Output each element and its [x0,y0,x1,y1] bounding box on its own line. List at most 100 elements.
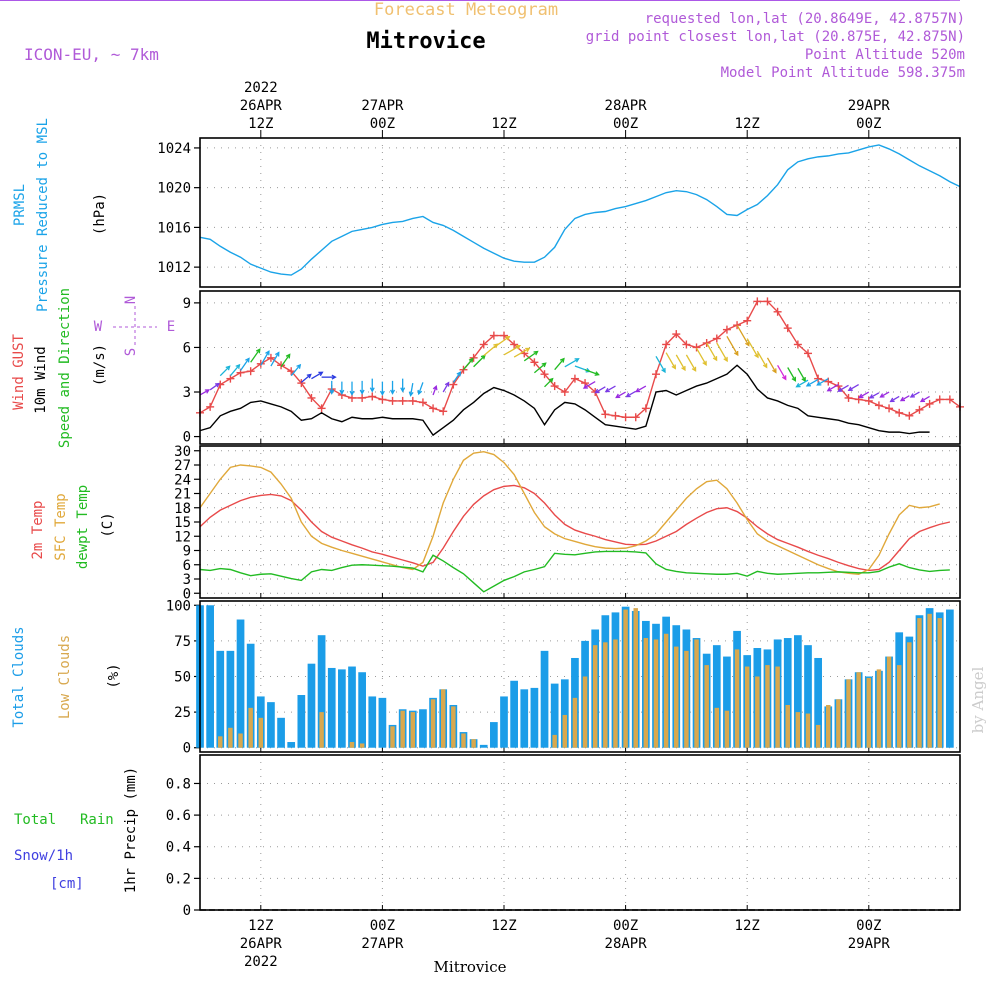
wind-arrow [523,350,538,362]
wind-arrowhead [805,382,811,387]
low-cloud-bar [218,736,223,748]
total-cloud-bar [510,680,518,748]
rain-label-1: Total [14,812,56,828]
wind-arrowhead [444,381,450,387]
panel-frame [199,445,961,599]
low-cloud-bar [775,666,780,748]
low-cloud-bar [228,727,233,748]
wind-arrow [706,342,718,361]
bottom-date: 29APR [848,936,891,952]
wind-arrowhead [712,356,718,362]
wind-arrow [300,373,312,383]
wind-arrowhead [285,353,291,359]
pressure-label-2: Pressure Reduced to MSL [35,118,51,312]
y-tick-label: 27 [174,458,191,474]
top-date: 28APR [605,98,648,114]
low-cloud-bar [582,676,588,748]
subtitle: Forecast Meteogram [374,0,558,20]
low-cloud-bar [390,726,395,748]
wind-arrow [655,356,666,373]
wind-arrow [533,362,547,374]
total-cloud-bar [216,650,225,748]
top-hour: 12Z [491,116,516,132]
wind-arrow [554,358,565,371]
low-cloud-bar [917,618,922,748]
low-cloud-bar [603,642,608,748]
wind-arrowhead [879,393,885,398]
low-cloud-bar [836,699,841,748]
low-cloud-bar [815,724,821,748]
wind-label: 10m Wind [33,346,49,413]
wind-arrow [409,382,414,396]
wind-arrowhead [214,382,221,388]
wind-arrow [442,382,450,393]
wind-arrowhead [615,393,621,399]
wind-arrow [584,369,599,376]
total-cloud-bar [368,696,377,748]
top-date: 29APR [848,98,891,114]
low-cloud-bar [359,743,365,748]
low-cloud-bar [653,639,659,748]
panel-frame [199,600,961,753]
wind-arrowhead [515,345,522,350]
top-date: 27APR [361,98,404,114]
total-cloud-bar [358,672,366,748]
wind-arrow [544,378,554,388]
low-cloud-bar [552,734,557,748]
wind-arrowhead [359,389,365,395]
low-cloud-bar [805,713,811,748]
sfc-series [199,450,940,575]
wind-arrow [880,391,890,398]
wind-arrowhead [635,387,641,393]
wind-arrow [797,367,806,382]
wind-arrowhead [625,392,631,398]
y-tick-label: 0 [183,741,191,757]
wind-arrowhead [919,397,926,403]
wind-arrow [869,392,880,399]
wind-arrow [910,391,920,398]
wind-unit: (m/s) [92,344,108,386]
wind-panel: Wind GUST 10m Wind Speed and Direction (… [0,0,964,448]
bottom-hour: 00Z [856,918,881,934]
wind-arrowhead [559,357,565,363]
wind-arrow [270,352,280,367]
top-hour: 00Z [856,116,881,132]
top-hour: 12Z [248,116,273,132]
wind-arrowhead [837,387,843,392]
low-cloud-bar [643,638,649,748]
top-date: 26APR [240,98,283,114]
total-cloud-bar [327,667,336,748]
wind-arrow [290,364,301,377]
y-tick-label: 100 [166,598,191,614]
y-tick-label: 18 [174,501,191,517]
wind-arrow [240,358,250,371]
dew-label: dewpt Temp [75,485,91,569]
gust-label: Wind GUST [11,334,27,410]
wind-arrow [503,345,521,356]
wind-arrow [859,391,870,398]
compass-n: N [123,296,139,304]
wind-arrowhead [245,357,250,363]
low-cloud-bar [734,649,740,748]
y-tick-label: 1012 [157,260,191,276]
wind-arrowhead [390,389,396,395]
total-cloud-bar [317,635,326,748]
y-tick-label: 3 [183,572,191,588]
wind-arrowhead [329,389,335,395]
wind-arrow [626,390,637,398]
wind-arrow [756,350,768,368]
wind-arrowhead [255,348,261,354]
wind-arrow [219,365,231,377]
top-hour: 00Z [613,116,638,132]
requested-coords: requested lon,lat (20.8649E, 42.8757N) [645,11,965,27]
y-tick-label: 0 [183,586,191,602]
low-cloud-bar [674,646,679,748]
total-cloud-bar [946,609,954,748]
wind-arrowhead [582,384,589,389]
wind-arrow [564,358,579,368]
total-cloud-bar [783,638,792,748]
wind-arrowhead [795,382,801,388]
low-clouds-label: Low Clouds [57,635,73,719]
y-tick-label: 24 [174,472,191,488]
wind-arrowhead [306,373,312,379]
